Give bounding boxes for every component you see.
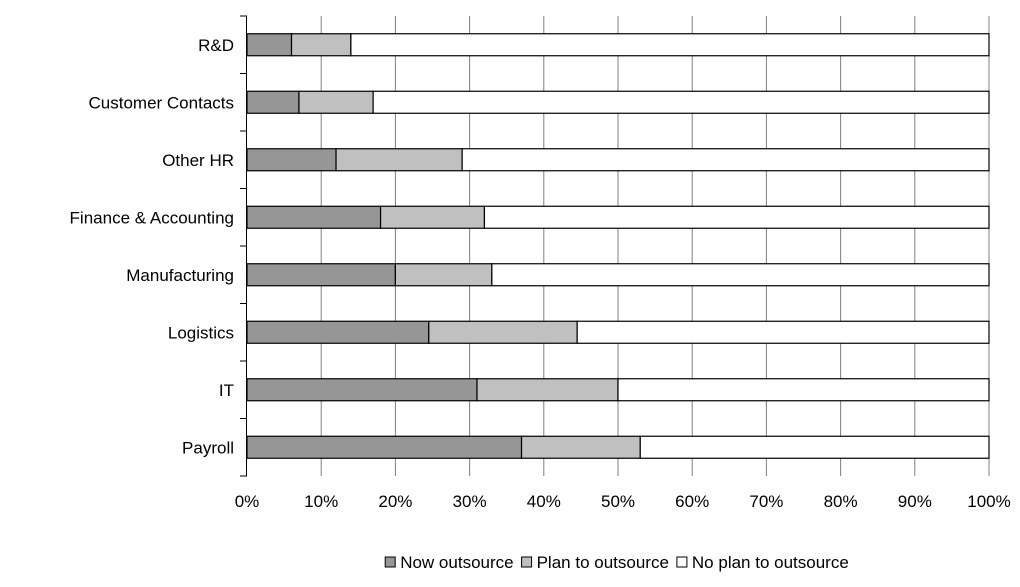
category-label-other-hr: Other HR	[162, 151, 234, 170]
bar-it-no-plan-to-outsource	[617, 378, 990, 402]
x-tick-label: 40%	[527, 492, 561, 511]
bar-other-hr-no-plan-to-outsource	[461, 148, 990, 172]
bar-it-plan-to-outsource	[476, 378, 619, 402]
legend-label-plan-to-outsource: Plan to outsource	[537, 553, 669, 572]
legend-item-plan-to-outsource: Plan to outsource	[521, 553, 669, 572]
category-label-manufacturing: Manufacturing	[126, 266, 234, 285]
legend-item-now-outsource: Now outsource	[384, 553, 514, 572]
bar-customer-contacts-now-outsource	[246, 90, 300, 114]
bar-logistics-now-outsource	[246, 320, 430, 344]
bar-payroll-now-outsource	[246, 435, 523, 459]
category-label-payroll: Payroll	[182, 438, 234, 457]
x-tick-label: 90%	[898, 492, 932, 511]
legend: Now outsource Plan to outsource No plan to…	[384, 553, 849, 572]
category-label-customer-contacts: Customer Contacts	[89, 93, 235, 112]
category-label-it: IT	[219, 381, 234, 400]
x-tick-label: 80%	[824, 492, 858, 511]
bars	[246, 33, 990, 459]
legend-label-no-plan-to-outsource: No plan to outsource	[692, 553, 849, 572]
x-tick-label: 20%	[378, 492, 412, 511]
axes: 0% 10% 20% 30% 40% 50% 60% 70% 80% 90% 100% R&D Cust…	[70, 15, 1011, 511]
legend-swatch-no-plan-to-outsource	[676, 556, 688, 568]
bar-payroll-plan-to-outsource	[520, 435, 641, 459]
bar-logistics-no-plan-to-outsource	[576, 320, 990, 344]
bar-finance-and-accounting-now-outsource	[246, 205, 382, 229]
bar-other-hr-plan-to-outsource	[335, 148, 463, 172]
x-tick-label: 50%	[601, 492, 635, 511]
legend-item-no-plan-to-outsource: No plan to outsource	[676, 553, 849, 572]
legend-swatch-now-outsource	[384, 556, 396, 568]
bar-manufacturing-no-plan-to-outsource	[491, 263, 990, 287]
bar-other-hr-now-outsource	[246, 148, 337, 172]
bar-randd-no-plan-to-outsource	[350, 33, 990, 57]
legend-label-now-outsource: Now outsource	[400, 553, 513, 572]
x-tick-label: 100%	[967, 492, 1010, 511]
x-tick-label: 30%	[453, 492, 487, 511]
bar-manufacturing-now-outsource	[246, 263, 396, 287]
bar-customer-contacts-no-plan-to-outsource	[372, 90, 990, 114]
bar-manufacturing-plan-to-outsource	[394, 263, 493, 287]
bar-randd-now-outsource	[246, 33, 293, 57]
bar-payroll-no-plan-to-outsource	[639, 435, 990, 459]
bar-logistics-plan-to-outsource	[428, 320, 578, 344]
x-tick-label: 0%	[235, 492, 260, 511]
category-label-randd: R&D	[198, 36, 234, 55]
x-tick-label: 60%	[675, 492, 709, 511]
gridlines	[320, 16, 990, 476]
category-label-finance-and-accounting: Finance & Accounting	[70, 208, 234, 227]
x-tick-label: 10%	[304, 492, 338, 511]
category-label-logistics: Logistics	[168, 323, 234, 342]
bar-randd-plan-to-outsource	[290, 33, 352, 57]
bar-finance-and-accounting-plan-to-outsource	[379, 205, 486, 229]
x-tick-label: 70%	[749, 492, 783, 511]
bar-finance-and-accounting-no-plan-to-outsource	[483, 205, 990, 229]
legend-swatch-plan-to-outsource	[521, 556, 533, 568]
bar-it-now-outsource	[246, 378, 478, 402]
bar-customer-contacts-plan-to-outsource	[298, 90, 374, 114]
